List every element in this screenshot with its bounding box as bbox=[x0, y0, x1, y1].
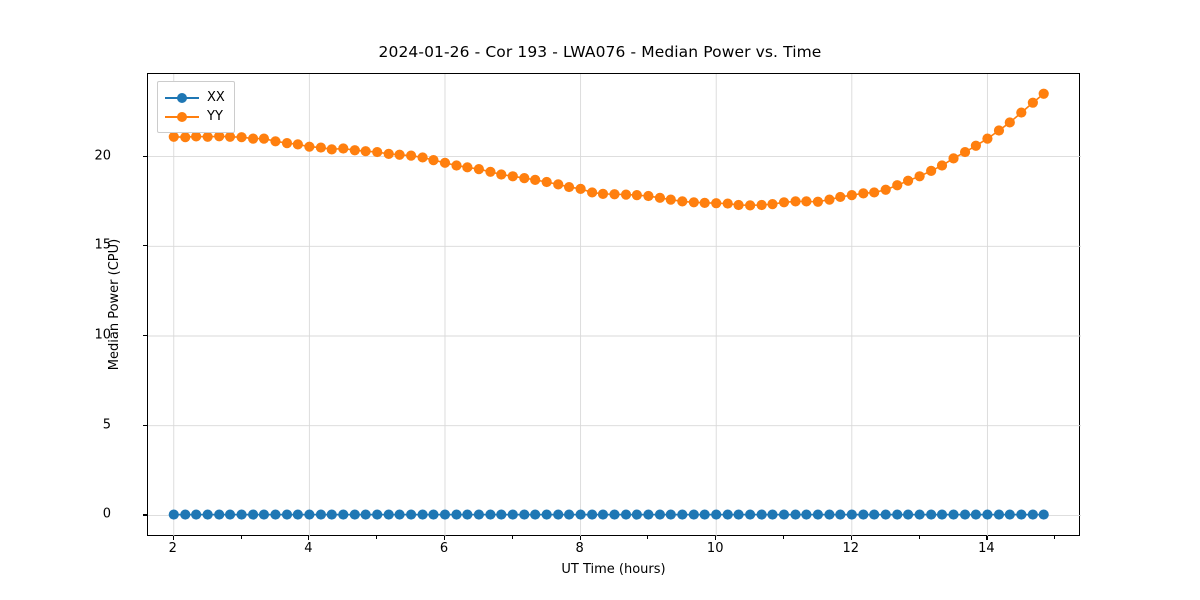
x-tick-mark bbox=[715, 536, 717, 540]
x-tick-mark bbox=[308, 536, 310, 540]
x-minor-tick-mark bbox=[783, 536, 785, 539]
x-tick-mark bbox=[850, 536, 852, 540]
x-tick-label: 12 bbox=[842, 541, 860, 556]
x-minor-tick-mark bbox=[240, 536, 242, 539]
x-tick-mark bbox=[986, 536, 988, 540]
x-minor-tick-mark bbox=[376, 536, 378, 539]
y-tick-mark bbox=[143, 155, 147, 157]
legend-swatch-yy bbox=[165, 110, 199, 124]
x-minor-tick-mark bbox=[511, 536, 513, 539]
x-tick-label: 14 bbox=[978, 541, 995, 556]
x-tick-label: 4 bbox=[304, 541, 313, 556]
legend-item-xx[interactable]: XX bbox=[165, 88, 225, 107]
x-tick-label: 10 bbox=[706, 541, 724, 556]
y-axis-label: Median Power (CPU) bbox=[107, 238, 122, 371]
x-minor-tick-mark bbox=[1054, 536, 1056, 539]
x-tick-label: 6 bbox=[439, 541, 449, 556]
x-tick-mark bbox=[443, 536, 446, 540]
y-tick-mark bbox=[143, 245, 147, 247]
y-tick-mark bbox=[143, 335, 147, 337]
y-tick-label: 20 bbox=[94, 148, 111, 164]
x-tick-label: 2 bbox=[168, 541, 177, 556]
legend-item-yy[interactable]: YY bbox=[165, 107, 225, 126]
plot-area bbox=[147, 73, 1081, 537]
y-tick-label: 0 bbox=[102, 506, 111, 522]
y-tick-label: 15 bbox=[94, 237, 111, 253]
chart-legend[interactable]: XX YY bbox=[157, 81, 235, 133]
legend-label-xx: XX bbox=[207, 90, 225, 105]
legend-label-yy: YY bbox=[207, 109, 223, 124]
x-axis-label: UT Time (hours) bbox=[561, 562, 666, 577]
chart-title: 2024-01-26 - Cor 193 - LWA076 - Median P… bbox=[378, 43, 822, 61]
plot-canvas bbox=[148, 74, 1081, 537]
y-tick-mark bbox=[143, 424, 147, 426]
y-tick-mark bbox=[143, 514, 147, 516]
legend-swatch-xx bbox=[165, 91, 199, 105]
x-minor-tick-mark bbox=[647, 536, 649, 539]
y-tick-label: 10 bbox=[94, 327, 111, 343]
x-tick-mark bbox=[172, 536, 174, 540]
y-tick-label: 5 bbox=[102, 417, 111, 433]
x-minor-tick-mark bbox=[918, 536, 920, 539]
x-tick-label: 8 bbox=[575, 541, 584, 556]
x-tick-mark bbox=[579, 536, 581, 540]
